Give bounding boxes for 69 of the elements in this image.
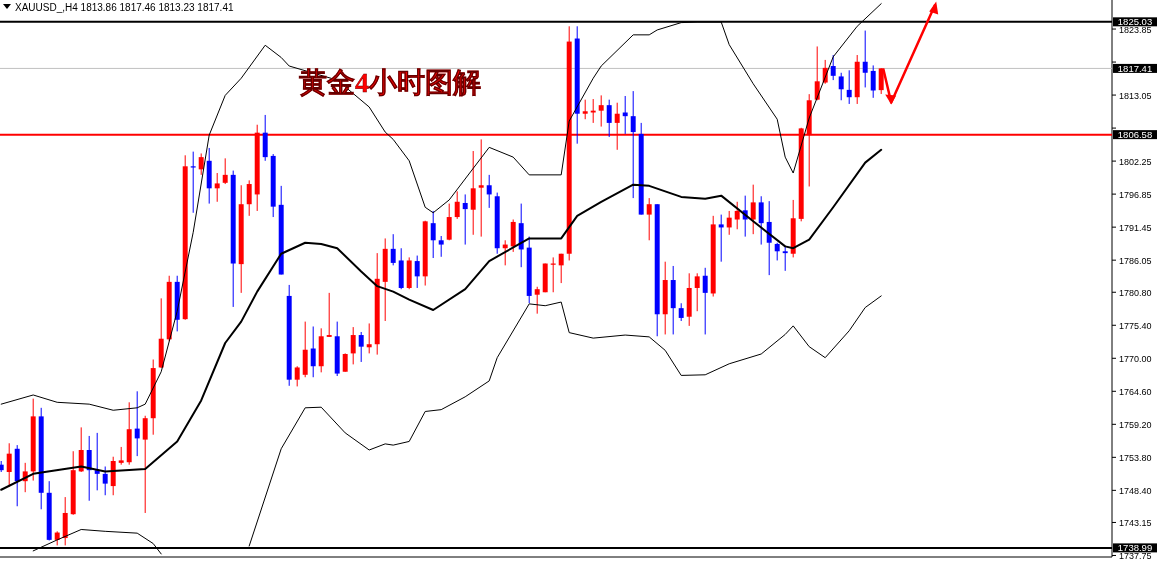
ref-line-label: 1817.41 (1117, 62, 1153, 74)
y-tick-label: 1759.20 (1119, 420, 1152, 431)
y-tick-label: 1748.40 (1119, 486, 1152, 497)
candlestick (590, 98, 596, 124)
candlestick (598, 94, 604, 128)
candlestick (782, 245, 788, 272)
y-tick-label: 1791.45 (1119, 223, 1152, 234)
y-tick-label: 1737.75 (1119, 551, 1152, 562)
candlestick (534, 286, 540, 315)
y-tick-label: 1786.05 (1119, 256, 1152, 267)
candlestick (350, 326, 356, 365)
y-tick-label: 1743.15 (1119, 518, 1152, 529)
y-tick-label: 1770.00 (1119, 354, 1152, 365)
y-tick-label: 1780.80 (1119, 288, 1152, 299)
candlestick (294, 365, 300, 387)
candlestick (646, 197, 652, 241)
y-tick-label: 1823.85 (1119, 25, 1152, 36)
candlestick (198, 152, 204, 176)
candlestick (734, 201, 740, 230)
candlestick (438, 235, 444, 258)
candlestick (142, 415, 148, 514)
candlestick (462, 193, 468, 246)
y-tick-label: 1813.05 (1119, 91, 1152, 102)
candlestick (846, 69, 852, 105)
candlestick (134, 390, 140, 457)
annotation: XAUUSD_,H4 1813.86 1817.46 1813.23 1817.41 (15, 2, 234, 13)
candlestick (862, 30, 868, 88)
candlestick (726, 210, 732, 236)
candlestick (366, 322, 372, 354)
candlestick (246, 179, 252, 217)
candlestick (190, 151, 196, 214)
candlestick (606, 99, 612, 138)
ref-line-label: 1806.58 (1117, 129, 1153, 141)
candlestick (478, 138, 484, 238)
candlestick (702, 267, 708, 335)
candlestick (558, 253, 564, 284)
candlestick (414, 255, 420, 289)
candlestick (870, 64, 876, 99)
candlestick (430, 210, 436, 259)
candlestick (694, 272, 700, 312)
candlestick (630, 90, 636, 199)
candlestick (486, 174, 492, 209)
y-tick-label: 1796.85 (1119, 190, 1152, 201)
y-tick-label: 1802.25 (1119, 157, 1152, 168)
candlestick (86, 435, 92, 502)
candlestick (326, 292, 332, 338)
candlestick (446, 203, 452, 241)
candlestick (310, 326, 316, 378)
candlestick (342, 352, 348, 373)
candlestick (470, 150, 476, 236)
candlestick (758, 195, 764, 246)
y-tick-label: 1775.40 (1119, 321, 1152, 332)
candlestick (222, 157, 228, 185)
y-tick-label: 1764.60 (1119, 387, 1152, 398)
candlestick (78, 426, 84, 473)
candlestick (878, 67, 884, 95)
candlestick (582, 99, 588, 120)
candlestick (390, 233, 396, 266)
y-tick-label: 1753.80 (1119, 453, 1152, 464)
candlestick (838, 72, 844, 101)
candlestick (718, 214, 724, 263)
candlestick (454, 190, 460, 220)
candlestick (214, 172, 220, 203)
ref-line-label: 1738.99 (1117, 542, 1153, 554)
line-series (0, 148, 883, 491)
candlestick (358, 331, 364, 363)
candlestick (750, 184, 756, 235)
ref-line-label: 1825.03 (1117, 16, 1153, 28)
candlestick (102, 466, 108, 496)
